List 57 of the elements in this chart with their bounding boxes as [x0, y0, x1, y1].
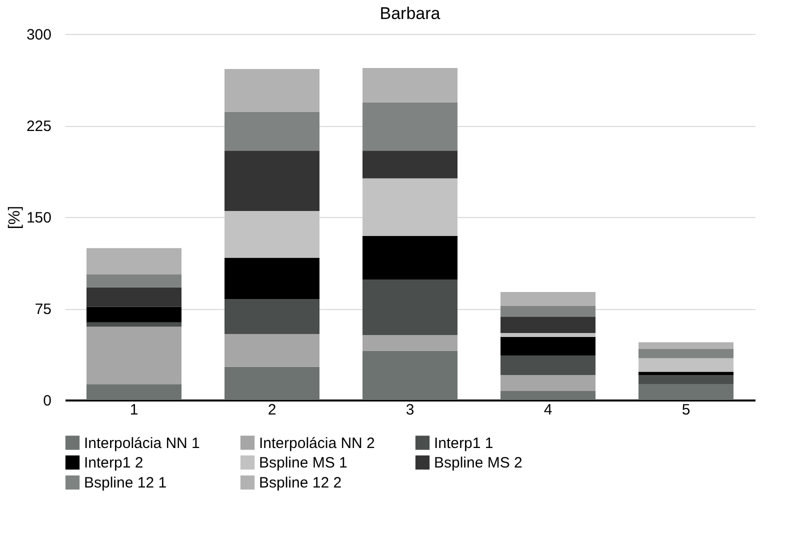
- bar: [224, 69, 320, 112]
- x-tick-label: 2: [268, 402, 276, 418]
- legend-label: Bspline 12 1: [84, 474, 167, 492]
- y-axis-title: [%]: [6, 206, 24, 230]
- bar: [362, 236, 458, 280]
- legend-label: Interpolácia NN 2: [259, 434, 375, 452]
- bar: [500, 374, 596, 391]
- bar: [86, 306, 182, 322]
- x-tick-label: 4: [544, 402, 552, 418]
- bar: [362, 150, 458, 178]
- y-tick-label: 225: [26, 118, 52, 135]
- legend-label: Interp1 1: [434, 434, 494, 452]
- bar: [224, 258, 320, 299]
- bar: [500, 390, 596, 400]
- bar: [362, 102, 458, 151]
- bar: [362, 350, 458, 400]
- x-tick-label: 1: [130, 402, 138, 418]
- bar: [500, 292, 596, 306]
- bar: [224, 298, 320, 334]
- x-tick-label: 3: [406, 402, 414, 418]
- bar: [86, 322, 182, 327]
- bar: [86, 384, 182, 400]
- bar: [86, 248, 182, 274]
- y-tick-label: 75: [34, 301, 52, 318]
- bar: [224, 211, 320, 258]
- legend-label: Bspline 12 2: [259, 474, 342, 492]
- y-tick-label: 300: [26, 26, 52, 44]
- bar: [362, 68, 458, 102]
- legend-label: Bspline MS 1: [259, 454, 348, 472]
- bar: [500, 316, 596, 334]
- bar: [638, 358, 734, 372]
- y-tick-label: 150: [26, 210, 52, 226]
- bar: [638, 372, 734, 375]
- bar: [362, 334, 458, 351]
- bar: [500, 306, 596, 317]
- bar: [224, 366, 320, 400]
- bar: [224, 150, 320, 212]
- bar: [500, 333, 596, 338]
- bar: [362, 280, 458, 335]
- x-tick-label: 5: [682, 402, 690, 418]
- y-tick-label: 0: [43, 392, 52, 410]
- legend-label: Bspline MS 2: [434, 454, 522, 472]
- bar: [224, 112, 320, 151]
- chart-title: Barbara: [380, 4, 441, 23]
- bar: [638, 384, 734, 400]
- bar: [86, 326, 182, 384]
- bar: [86, 274, 182, 288]
- bar: [86, 287, 182, 307]
- bar: [638, 374, 734, 384]
- legend-label: Interpolácia NN 1: [84, 434, 200, 452]
- bar: [362, 178, 458, 236]
- bar: [500, 337, 596, 356]
- bar: [224, 334, 320, 367]
- legend-label: Interp1 2: [84, 454, 144, 472]
- bar: [638, 342, 734, 350]
- bar: [500, 356, 596, 375]
- bar: [638, 349, 734, 358]
